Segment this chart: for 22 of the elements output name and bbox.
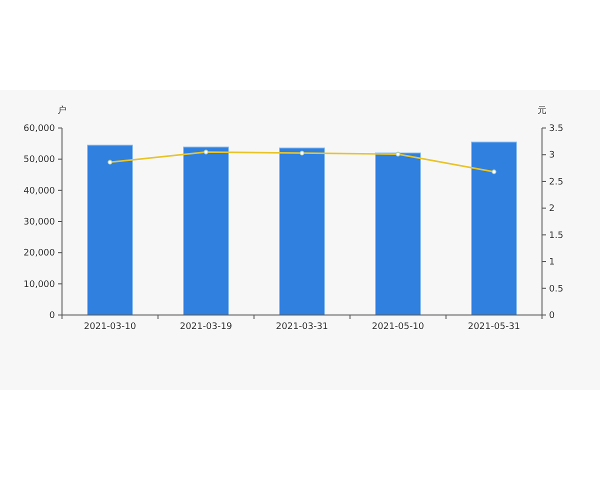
y2-tick-label: 3.5 xyxy=(549,124,564,134)
y-tick-label: 20,000 xyxy=(24,248,56,259)
y-tick-label: 40,000 xyxy=(24,186,56,196)
y2-tick-label: 0.5 xyxy=(549,284,564,294)
y2-tick-label: 1 xyxy=(549,258,555,268)
y2-tick-label: 2 xyxy=(549,204,555,214)
y2-axis-title: 元 xyxy=(538,105,546,116)
x-tick-label: 2021-03-10 xyxy=(84,322,136,332)
y-tick-label: 30,000 xyxy=(24,218,56,228)
x-tick-label: 2021-05-31 xyxy=(468,322,520,332)
x-tick-label: 2021-03-31 xyxy=(276,322,328,332)
x-tick-label: 2021-03-19 xyxy=(180,322,232,332)
y-tick-label: 10,000 xyxy=(24,280,56,290)
y2-tick-label: 1.5 xyxy=(549,230,564,241)
y-tick-label: 50,000 xyxy=(24,155,56,166)
y2-tick-label: 3 xyxy=(549,150,555,161)
y-axis-title: 户 xyxy=(58,105,66,116)
x-tick-label: 2021-05-10 xyxy=(372,322,424,332)
y2-tick-label: 0 xyxy=(549,311,555,321)
y2-tick-label: 2.5 xyxy=(549,177,564,188)
y-tick-label: 0 xyxy=(49,311,56,321)
y-tick-label: 60,000 xyxy=(24,124,56,134)
